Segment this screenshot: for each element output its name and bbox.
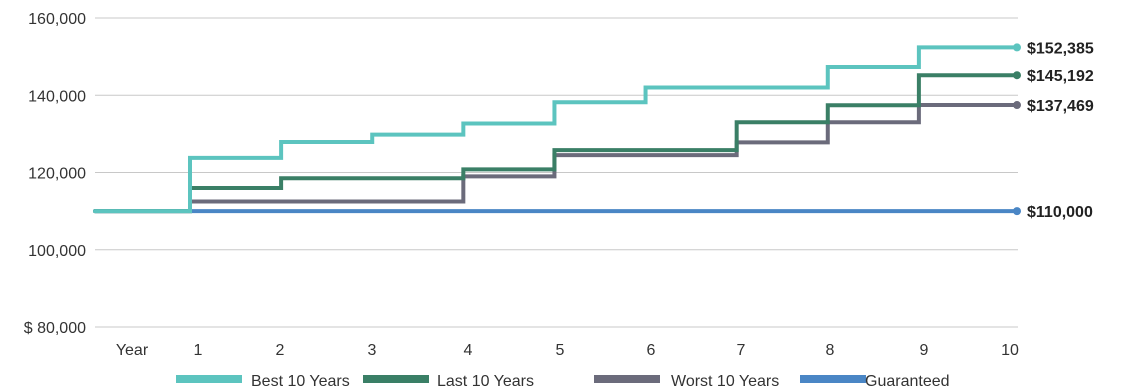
x-tick-label: 8 (826, 342, 835, 359)
x-tick-label: 3 (368, 342, 377, 359)
legend-label: Best 10 Years (251, 373, 350, 390)
end-labels: $110,000 $137,469 $145,192 $152,385 (1027, 40, 1094, 221)
series-end-marker (1013, 43, 1021, 52)
x-tick-label: 1 (194, 342, 203, 359)
series-line-last-10-years (93, 73, 1018, 214)
x-tick-label: 9 (920, 342, 929, 359)
y-tick-label: 120,000 (28, 166, 86, 183)
y-axis: $ 80,000 100,000 120,000 140,000 160,000 (24, 11, 1018, 337)
series-end-marker (1013, 207, 1021, 216)
series-end-marker (1013, 101, 1021, 110)
x-tick-label: 4 (464, 342, 473, 359)
series-end-value-label: $137,469 (1027, 98, 1094, 115)
legend-swatch (176, 375, 242, 383)
series-layer (93, 43, 1021, 216)
legend-swatch (363, 375, 429, 383)
series-line-worst-10-years (93, 103, 1018, 214)
series-end-marker (1013, 71, 1021, 80)
series-end-value-label: $110,000 (1027, 204, 1093, 221)
x-tick-label: 7 (737, 342, 746, 359)
x-axis: Year 1 2 3 4 5 6 7 8 9 10 (116, 342, 1019, 359)
x-tick-label: 6 (647, 342, 656, 359)
legend-swatch (594, 375, 660, 383)
legend-label: Last 10 Years (437, 373, 534, 390)
y-tick-label: 140,000 (28, 88, 86, 105)
x-tick-label: 5 (556, 342, 565, 359)
series-line-best-10-years (93, 45, 1018, 214)
legend-swatch (800, 375, 866, 383)
y-tick-label: 100,000 (28, 243, 86, 260)
x-tick-label: 10 (1001, 342, 1019, 359)
x-axis-prefix-label: Year (116, 342, 149, 359)
legend-label: Worst 10 Years (671, 373, 779, 390)
x-tick-label: 2 (276, 342, 285, 359)
series-end-value-label: $152,385 (1027, 40, 1094, 57)
series-end-value-label: $145,192 (1027, 68, 1094, 85)
y-tick-label: 160,000 (28, 11, 86, 28)
y-tick-label: $ 80,000 (24, 320, 86, 337)
legend: Best 10 Years Last 10 Years Worst 10 Years… (176, 373, 950, 390)
legend-label: Guaranteed (865, 373, 950, 390)
